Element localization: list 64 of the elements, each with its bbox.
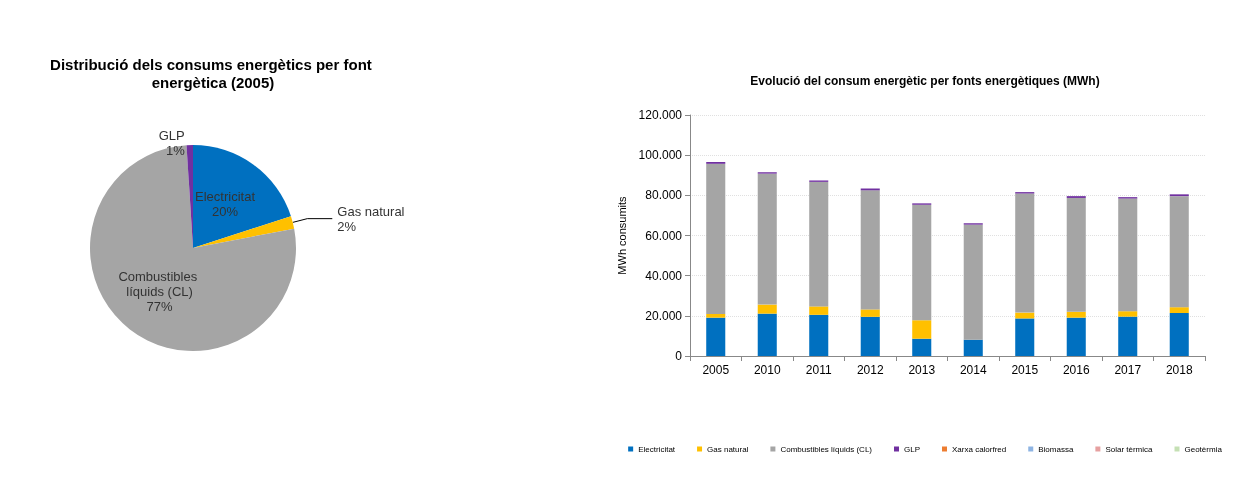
y-axis-title: MWh consumits: [616, 195, 629, 275]
bar: [1169, 307, 1189, 314]
data-label: 20%: [212, 203, 239, 219]
legend-label: Geotèrmia: [1184, 444, 1223, 454]
legend-label: GLP: [904, 444, 921, 454]
data-label: 1%: [165, 143, 186, 159]
bar: [809, 306, 829, 315]
x-tick-label: 2018: [1165, 363, 1193, 377]
bar: [1118, 316, 1138, 356]
data-label: 77%: [146, 298, 174, 314]
bar: [1169, 196, 1189, 308]
x-tick-label: 2013: [908, 363, 936, 377]
bar: [1015, 318, 1035, 356]
x-tick-label: 2017: [1114, 363, 1142, 377]
bar: [757, 304, 777, 314]
legend-label: Electricitat: [638, 444, 676, 454]
legend-label: Biomassa: [1038, 444, 1074, 454]
y-tick-label: 0: [675, 349, 683, 363]
y-tick-label: 80.000: [645, 188, 683, 203]
bar: [1066, 197, 1086, 312]
bar: [860, 309, 880, 317]
bar: [1118, 198, 1138, 312]
slice-label: Electricitat: [195, 188, 256, 204]
legend-label: Xarxa calorfred: [952, 444, 1007, 454]
x-tick-label: 2015: [1011, 363, 1039, 377]
slice-label: Combustibles líquids (CL): [118, 268, 201, 299]
y-tick-label: 40.000: [645, 268, 683, 283]
bar: [757, 313, 777, 356]
bar: [1015, 193, 1035, 313]
bar: [912, 204, 932, 321]
x-tick-label: 2010: [753, 363, 781, 377]
bar: [860, 190, 880, 310]
chart-title: Evolució del consum energètic per fonts energètiques (MWh): [750, 74, 1100, 88]
slice-label: Gas natural: [337, 203, 405, 219]
data-label: 2%: [337, 218, 357, 234]
bar: [706, 317, 726, 356]
x-tick-label: 2016: [1062, 363, 1090, 377]
legend-label: Solar tèrmica: [1105, 444, 1154, 454]
bar: [860, 316, 880, 356]
bar: [1118, 311, 1138, 317]
y-tick-label: 20.000: [645, 308, 683, 323]
y-tick-label: 60.000: [645, 228, 683, 243]
bar: [912, 320, 932, 339]
bar: [809, 181, 829, 307]
bar: [912, 338, 932, 356]
y-tick-label: 120.000: [638, 108, 683, 122]
bar: [1066, 311, 1086, 318]
legend-label: Combustibles líquids (CL): [780, 444, 873, 454]
bar: [1066, 317, 1086, 356]
x-tick-label: 2012: [856, 363, 884, 377]
bar: [963, 224, 983, 340]
bar: [1169, 313, 1189, 356]
bar: [809, 314, 829, 356]
bar: [963, 339, 983, 356]
bar: [757, 173, 777, 305]
y-tick-label: 100.000: [638, 148, 683, 163]
bar: [706, 314, 726, 318]
x-tick-label: 2011: [805, 363, 832, 377]
bar: [706, 163, 726, 315]
legend-label: Gas natural: [707, 444, 749, 454]
x-tick-label: 2014: [959, 363, 987, 377]
chart-title: Distribució dels consums energètics per font energètica (2005): [50, 55, 376, 91]
x-tick-label: 2005: [702, 363, 730, 377]
slice-label: GLP: [158, 128, 185, 144]
